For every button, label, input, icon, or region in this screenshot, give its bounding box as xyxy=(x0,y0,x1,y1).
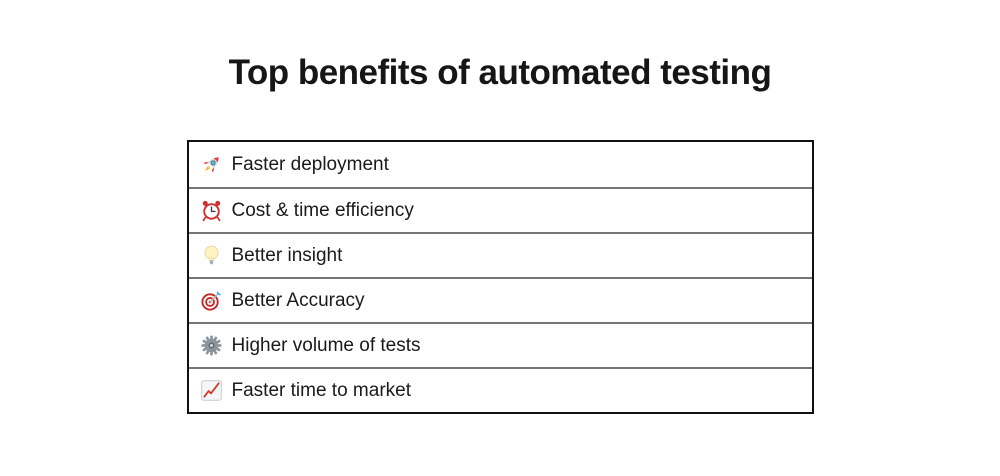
benefit-label: Better insight xyxy=(231,245,343,266)
benefits-table: Faster deployment Cost & time efficiency xyxy=(186,140,814,414)
benefit-row-faster-deployment: Faster deployment xyxy=(188,142,812,187)
benefit-label: Faster time to market xyxy=(231,380,412,401)
benefit-label: Higher volume of tests xyxy=(231,335,421,356)
chart-increasing-icon xyxy=(200,379,223,402)
benefit-label: Cost & time efficiency xyxy=(231,200,414,221)
target-icon xyxy=(200,289,223,312)
benefit-row-higher-volume: Higher volume of tests xyxy=(188,322,812,367)
page-title: Top benefits of automated testing xyxy=(228,53,772,92)
benefit-row-cost-time-efficiency: Cost & time efficiency xyxy=(188,187,812,232)
gear-icon xyxy=(200,334,223,357)
rocket-icon xyxy=(200,153,223,176)
benefit-row-better-insight: Better insight xyxy=(188,232,812,277)
light-bulb-icon xyxy=(200,244,223,267)
alarm-clock-icon xyxy=(200,199,223,222)
benefit-label: Better Accuracy xyxy=(231,290,365,311)
benefit-row-better-accuracy: Better Accuracy xyxy=(188,277,812,322)
benefit-label: Faster deployment xyxy=(231,154,389,175)
benefit-row-faster-time-to-market: Faster time to market xyxy=(188,367,812,412)
